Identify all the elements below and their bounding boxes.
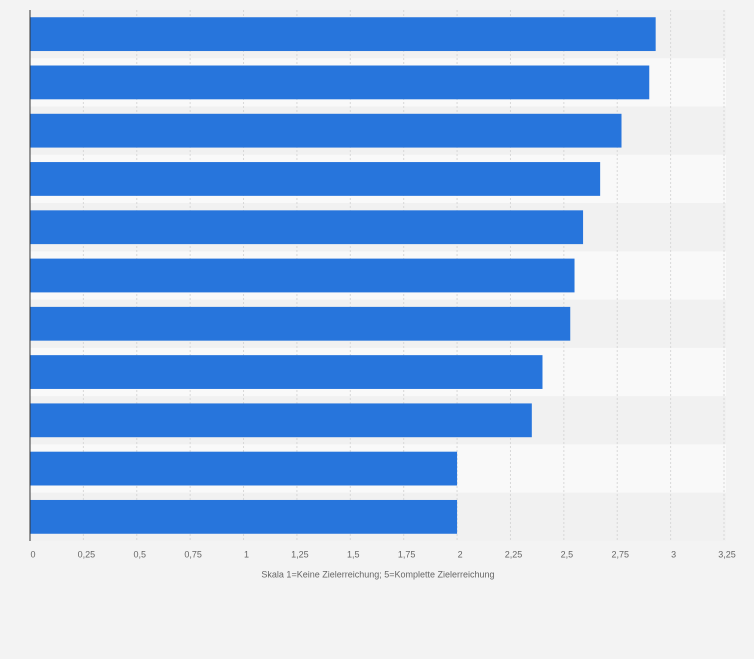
bar — [30, 306, 571, 341]
bar — [30, 258, 575, 293]
x-tick-label: 1,75 — [398, 549, 416, 559]
bar — [30, 65, 650, 100]
bar — [30, 210, 584, 245]
x-tick-label: 1 — [244, 549, 249, 559]
bar — [30, 403, 532, 438]
bar — [30, 162, 601, 196]
bar — [30, 113, 622, 148]
x-tick-label: 2,5 — [561, 549, 574, 559]
bar — [30, 499, 458, 534]
x-tick-label: 3 — [671, 549, 676, 559]
bar — [30, 17, 656, 52]
x-tick-label: 1,25 — [291, 549, 309, 559]
bar — [30, 355, 543, 389]
x-tick-label: 2 — [458, 549, 463, 559]
x-tick-label: 0,5 — [134, 549, 147, 559]
x-tick-label: 2,75 — [611, 549, 629, 559]
x-tick-label: 0,75 — [184, 549, 202, 559]
bar — [30, 451, 458, 486]
x-tick-label: 3,25 — [718, 549, 736, 559]
x-tick-label: 0,25 — [78, 549, 96, 559]
x-tick-label: 0 — [30, 549, 35, 559]
x-axis-label: Skala 1=Keine Zielerreichung; 5=Komplett… — [261, 569, 494, 579]
x-tick-label: 2,25 — [505, 549, 523, 559]
x-tick-label: 1,5 — [347, 549, 360, 559]
